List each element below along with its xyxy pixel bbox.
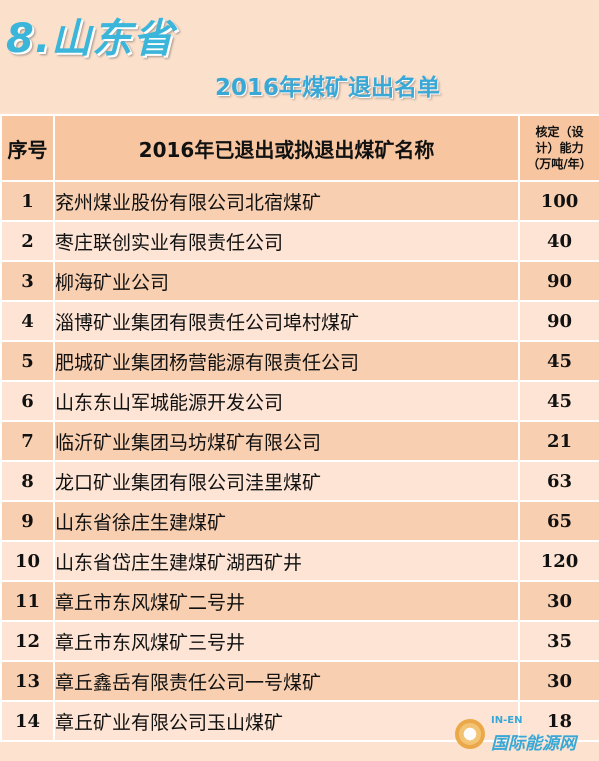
table-header-row: 序号 2016年已退出或拟退出煤矿名称 核定（设 计）能力 （万吨/年） [0,114,599,182]
province-title: 8.山东省 [6,16,175,62]
mine-name: 枣庄联创实业有限责任公司 [53,220,520,262]
table-row: 3 柳海矿业公司 90 [0,260,599,302]
table-row: 2 枣庄联创实业有限责任公司 40 [0,220,599,262]
capacity-value: 120 [518,540,599,582]
mine-name: 山东东山军城能源开发公司 [53,380,520,422]
table-row: 10 山东省岱庄生建煤矿湖西矿井 120 [0,540,599,582]
table-row: 8 龙口矿业集团有限公司洼里煤矿 63 [0,460,599,502]
row-number: 5 [0,340,55,382]
mine-name: 章丘鑫岳有限责任公司一号煤矿 [53,660,520,702]
list-subtitle: 2016年煤矿退出名单 [215,75,441,101]
capacity-header-line1: 核定（设 [535,125,584,139]
row-number: 11 [0,580,55,622]
capacity-value: 45 [518,380,599,422]
column-header-no: 序号 [0,114,55,182]
capacity-value: 100 [518,180,599,222]
row-number: 3 [0,260,55,302]
capacity-value: 35 [518,620,599,662]
table-row: 14 章丘矿业有限公司玉山煤矿 18 [0,700,599,742]
mine-name: 临沂矿业集团马坊煤矿有限公司 [53,420,520,462]
row-number: 9 [0,500,55,542]
mine-name: 章丘市东风煤矿三号井 [53,620,520,662]
watermark-en: IN-EN [491,715,523,726]
capacity-value: 63 [518,460,599,502]
table-row: 9 山东省徐庄生建煤矿 65 [0,500,599,542]
row-number: 8 [0,460,55,502]
row-number: 1 [0,180,55,222]
row-number: 13 [0,660,55,702]
row-number: 2 [0,220,55,262]
watermark-cn: 国际能源网 [491,734,576,754]
row-number: 4 [0,300,55,342]
page-header: 8.山东省 2016年煤矿退出名单 [0,0,599,112]
mine-name: 山东省岱庄生建煤矿湖西矿井 [53,540,520,582]
sun-logo-icon [455,719,485,749]
mine-name: 龙口矿业集团有限公司洼里煤矿 [53,460,520,502]
capacity-value: 30 [518,660,599,702]
table-row: 11 章丘市东风煤矿二号井 30 [0,580,599,622]
mine-name: 章丘市东风煤矿二号井 [53,580,520,622]
capacity-value: 18 [518,700,599,742]
table-row: 1 兖州煤业股份有限公司北宿煤矿 100 [0,180,599,222]
capacity-header-line3: （万吨/年） [527,157,592,171]
coal-mine-table: 序号 2016年已退出或拟退出煤矿名称 核定（设 计）能力 （万吨/年） 1 兖州… [0,114,599,742]
capacity-value: 45 [518,340,599,382]
row-number: 6 [0,380,55,422]
row-number: 10 [0,540,55,582]
table-row: 13 章丘鑫岳有限责任公司一号煤矿 30 [0,660,599,702]
mine-name: 章丘矿业有限公司玉山煤矿 [53,700,520,742]
row-number: 12 [0,620,55,662]
mine-name: 兖州煤业股份有限公司北宿煤矿 [53,180,520,222]
column-header-name: 2016年已退出或拟退出煤矿名称 [53,114,520,182]
table-row: 5 肥城矿业集团杨营能源有限责任公司 45 [0,340,599,382]
mine-name: 淄博矿业集团有限责任公司埠村煤矿 [53,300,520,342]
column-header-capacity: 核定（设 计）能力 （万吨/年） [518,114,599,182]
table-row: 6 山东东山军城能源开发公司 45 [0,380,599,422]
capacity-value: 90 [518,260,599,302]
capacity-value: 40 [518,220,599,262]
table-row: 12 章丘市东风煤矿三号井 35 [0,620,599,662]
mine-name: 肥城矿业集团杨营能源有限责任公司 [53,340,520,382]
table-row: 7 临沂矿业集团马坊煤矿有限公司 21 [0,420,599,462]
table-row: 4 淄博矿业集团有限责任公司埠村煤矿 90 [0,300,599,342]
capacity-value: 21 [518,420,599,462]
mine-name: 山东省徐庄生建煤矿 [53,500,520,542]
mine-name: 柳海矿业公司 [53,260,520,302]
capacity-header-line2: 计）能力 [535,141,584,155]
row-number: 14 [0,700,55,742]
capacity-value: 65 [518,500,599,542]
capacity-value: 30 [518,580,599,622]
capacity-value: 90 [518,300,599,342]
watermark-logo: IN-EN 国际能源网 [455,715,595,755]
row-number: 7 [0,420,55,462]
